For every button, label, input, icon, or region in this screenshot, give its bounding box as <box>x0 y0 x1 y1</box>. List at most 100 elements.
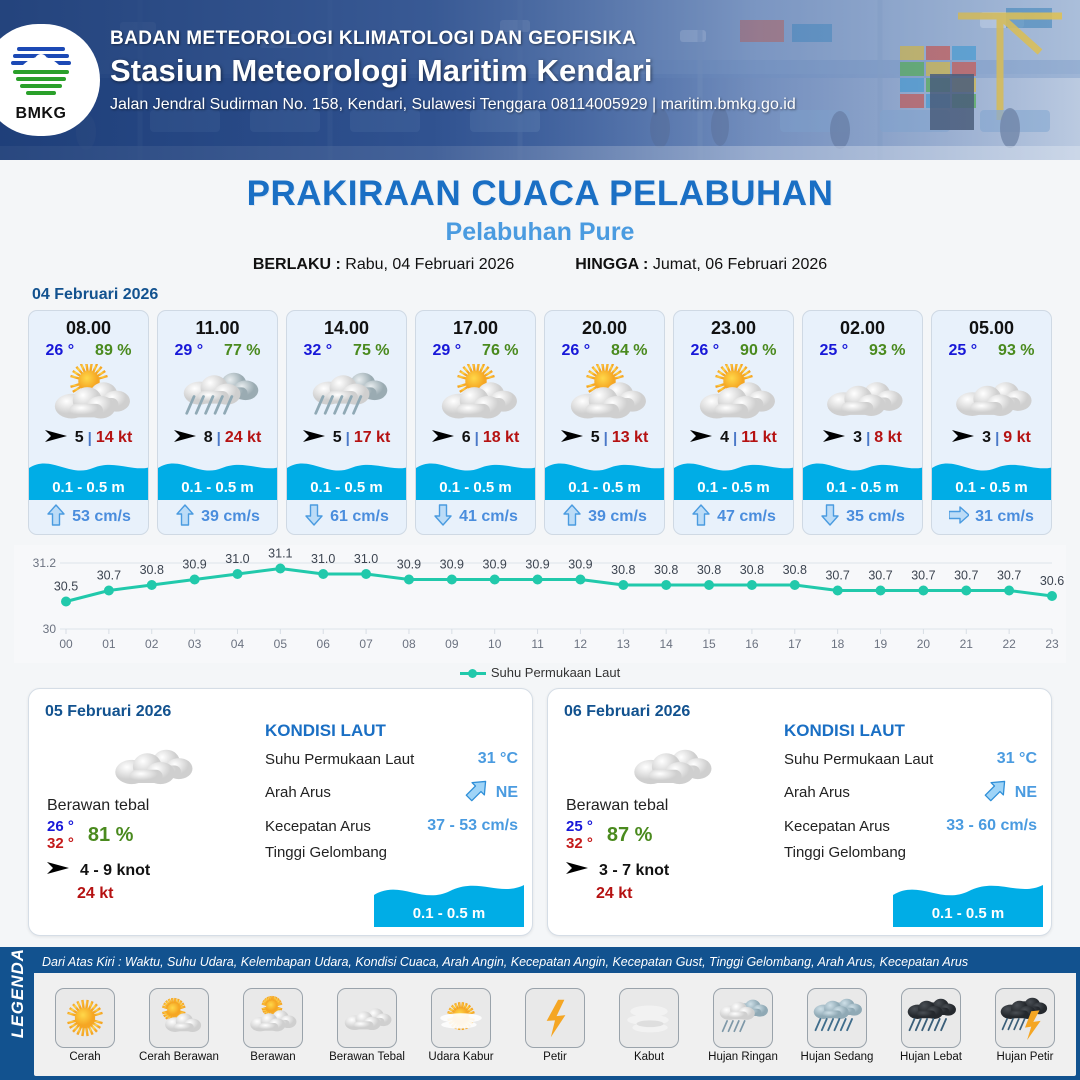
sea-condition-block: KONDISI LAUT Suhu Permukaan Laut 31 °C A… <box>784 721 1037 861</box>
current-direction-up-icon <box>562 503 582 531</box>
svg-text:10: 10 <box>488 637 502 651</box>
card-current-speed: 35 cm/s <box>846 508 905 525</box>
svg-text:30.7: 30.7 <box>868 569 892 583</box>
weather-cloudy-icon <box>932 362 1051 424</box>
card-wave: 0.1 - 0.5 m <box>674 452 793 500</box>
page-subtitle: Pelabuhan Pure <box>445 218 635 246</box>
wave-shape-icon <box>158 463 277 500</box>
card-wind-speed: 5 <box>74 429 84 446</box>
sea-key: Arah Arus <box>784 784 850 801</box>
legend-rain-medium-icon <box>807 988 867 1048</box>
card-current-speed: 39 cm/s <box>201 508 260 525</box>
sea-value: 31 °C <box>477 750 518 767</box>
weather-cloudy-icon <box>566 729 776 791</box>
card-wind-row: 5 | 13 kt <box>545 424 664 452</box>
wave-shape-icon <box>932 463 1051 500</box>
page-header: BMKG BADAN METEOROLOGI KLIMATOLOGI DAN G… <box>0 0 1080 160</box>
day-temp-max: 32 ° <box>47 835 74 852</box>
card-current-row: 31 cm/s <box>932 500 1051 534</box>
legend-item-label: Hujan Lebat <box>899 1051 963 1063</box>
card-current-row: 61 cm/s <box>287 500 406 534</box>
current-direction-up-icon <box>175 503 195 531</box>
legend-sun-clouds-icon <box>243 988 303 1048</box>
card-gust: 9 kt <box>1003 429 1031 446</box>
svg-text:18: 18 <box>831 637 845 651</box>
agency-name: BADAN METEOROLOGI KLIMATOLOGI DAN GEOFIS… <box>110 28 637 49</box>
day-temp-humidity: 26 ° 32 ° 81 % <box>47 818 257 852</box>
svg-text:31.0: 31.0 <box>311 552 335 566</box>
legend-sun-cloud-icon <box>149 988 209 1048</box>
sea-row-wave: Tinggi Gelombang <box>784 844 1037 861</box>
wind-direction-arrow-icon <box>47 860 73 881</box>
sea-row-current-direction: Arah Arus NE <box>784 777 1037 808</box>
svg-text:01: 01 <box>102 637 116 651</box>
svg-text:00: 00 <box>59 637 73 651</box>
bmkg-logo-text: BMKG <box>15 105 67 122</box>
card-current-speed: 53 cm/s <box>72 508 131 525</box>
legend-item: Hujan Petir <box>978 988 1072 1063</box>
sea-value: 33 - 60 cm/s <box>946 817 1037 834</box>
card-temperature: 25 ° <box>948 342 978 359</box>
sea-row-current-speed: Kecepatan Arus 33 - 60 cm/s <box>784 817 1037 835</box>
legend-bolt-icon <box>525 988 585 1048</box>
card-time: 05.00 <box>968 318 1015 338</box>
day-wave-box: 0.1 - 0.5 m <box>893 875 1043 927</box>
wind-direction-arrow-icon <box>560 428 587 449</box>
svg-text:30.8: 30.8 <box>783 563 807 577</box>
day-temp-humidity: 25 ° 32 ° 87 % <box>566 818 776 852</box>
wave-shape-icon <box>416 463 535 500</box>
wind-direction-arrow-icon <box>823 428 849 449</box>
sea-key: Tinggi Gelombang <box>265 844 388 861</box>
bmkg-logo: BMKG <box>0 24 100 136</box>
wind-separator: | <box>995 429 1000 447</box>
wind-direction-arrow-icon <box>44 428 71 449</box>
legend-item: Cerah Berawan <box>132 988 226 1063</box>
legend-item-label: Udara Kabur <box>428 1051 494 1063</box>
svg-text:30.7: 30.7 <box>954 569 978 583</box>
sea-key: Suhu Permukaan Laut <box>265 750 415 768</box>
wind-direction-arrow-icon <box>952 428 978 449</box>
legend-item: Cerah <box>38 988 132 1063</box>
card-wave-height: 0.1 - 0.5 m <box>181 479 254 496</box>
day-wind-speed: 4 - 9 knot <box>80 861 151 879</box>
card-temperature: 26 ° <box>45 342 75 359</box>
card-wave-height: 0.1 - 0.5 m <box>568 479 641 496</box>
card-wave: 0.1 - 0.5 m <box>158 452 277 500</box>
sea-value: NE <box>495 783 518 801</box>
svg-text:30.8: 30.8 <box>140 563 164 577</box>
card-temperature: 26 ° <box>690 342 720 359</box>
svg-text:30.9: 30.9 <box>525 558 549 572</box>
svg-text:19: 19 <box>874 637 888 651</box>
weather-partly-cloudy-icon <box>29 362 148 424</box>
wind-direction-arrow-icon <box>566 860 592 881</box>
svg-text:31.1: 31.1 <box>268 547 292 561</box>
weather-cloudy-icon <box>47 729 257 791</box>
card-wave-height: 0.1 - 0.5 m <box>955 479 1028 496</box>
legend-note: Dari Atas Kiri : Waktu, Suhu Udara, Kele… <box>34 951 1076 973</box>
day-date: 06 Februari 2026 <box>564 703 691 720</box>
card-humidity: 89 % <box>95 342 132 359</box>
day-condition: Berawan tebal <box>47 797 150 814</box>
station-name: Stasiun Meteorologi Maritim Kendari <box>110 53 653 88</box>
card-current-row: 41 cm/s <box>416 500 535 534</box>
legend-rain-heavy-icon <box>901 988 961 1048</box>
legend-side-label: LEGENDA <box>0 947 34 1080</box>
svg-text:22: 22 <box>1002 637 1016 651</box>
day-left-column: Berawan tebal 26 ° 32 ° 81 % 4 - 9 knot … <box>47 729 257 903</box>
wind-separator: | <box>474 429 479 447</box>
svg-text:30.9: 30.9 <box>483 558 507 572</box>
card-time: 20.00 <box>581 318 628 338</box>
card-current-speed: 31 cm/s <box>975 508 1034 525</box>
card-wind-speed: 3 <box>982 429 992 446</box>
weather-cloudy-icon <box>803 362 922 424</box>
wave-shape-icon <box>803 463 922 500</box>
legend-item: Hujan Sedang <box>790 988 884 1063</box>
svg-text:07: 07 <box>359 637 373 651</box>
svg-text:30.8: 30.8 <box>611 563 635 577</box>
svg-text:11: 11 <box>531 637 544 651</box>
svg-text:31.0: 31.0 <box>354 552 378 566</box>
wind-separator: | <box>216 429 221 447</box>
svg-text:13: 13 <box>617 637 631 651</box>
card-wave: 0.1 - 0.5 m <box>416 452 535 500</box>
